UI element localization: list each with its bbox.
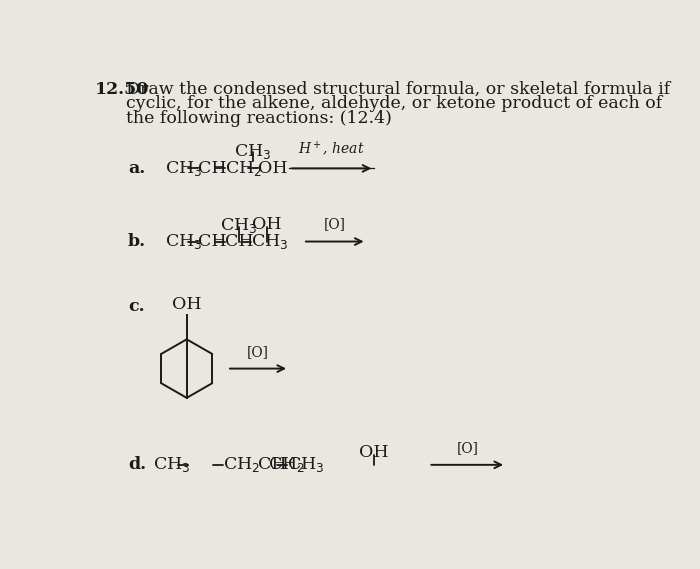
Text: CH$_2$: CH$_2$ xyxy=(225,159,262,178)
Text: CH$_3$: CH$_3$ xyxy=(153,455,190,475)
Text: CH: CH xyxy=(198,233,227,250)
Text: c.: c. xyxy=(128,299,144,315)
Text: the following reactions: (12.4): the following reactions: (12.4) xyxy=(126,110,392,127)
Text: CH$_3$: CH$_3$ xyxy=(234,142,272,161)
Text: CH$_3$: CH$_3$ xyxy=(251,232,288,251)
Text: CH$_2$: CH$_2$ xyxy=(268,455,305,475)
Text: a.: a. xyxy=(128,160,145,177)
Text: OH: OH xyxy=(253,216,282,233)
Text: CH$_3$: CH$_3$ xyxy=(287,455,324,475)
Text: d.: d. xyxy=(128,456,146,473)
Text: [O]: [O] xyxy=(247,345,269,360)
Text: Draw the condensed structural formula, or skeletal formula if: Draw the condensed structural formula, o… xyxy=(126,81,671,98)
Text: OH: OH xyxy=(172,296,202,313)
Text: b.: b. xyxy=(128,233,146,250)
Text: CH: CH xyxy=(198,160,227,177)
Text: [O]: [O] xyxy=(456,441,478,455)
Text: cyclic, for the alkene, aldehyde, or ketone product of each of: cyclic, for the alkene, aldehyde, or ket… xyxy=(126,95,662,112)
Text: CH$_2$: CH$_2$ xyxy=(223,455,260,475)
Text: CH$_3$: CH$_3$ xyxy=(165,159,202,178)
Text: [O]: [O] xyxy=(323,217,346,232)
Text: OH: OH xyxy=(258,160,288,177)
Text: CH: CH xyxy=(258,456,286,473)
Text: CH: CH xyxy=(225,233,253,250)
Text: 12.50: 12.50 xyxy=(94,81,149,98)
Text: H$^+$, heat: H$^+$, heat xyxy=(298,139,365,158)
Text: CH$_3$: CH$_3$ xyxy=(220,216,258,235)
Text: CH$_3$: CH$_3$ xyxy=(165,232,202,251)
Text: OH: OH xyxy=(359,444,389,461)
